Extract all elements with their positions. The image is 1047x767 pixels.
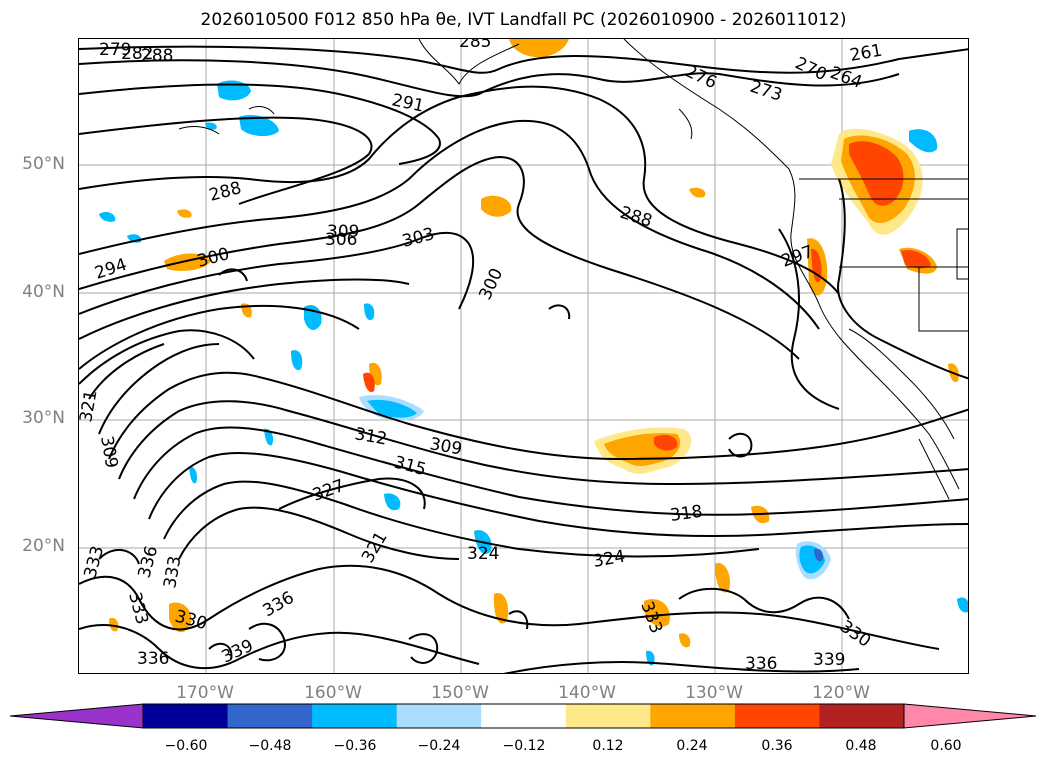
lon-label-150w: 150°W — [431, 683, 489, 703]
lat-label-50n: 50°N — [22, 154, 65, 174]
contour-label: 303 — [400, 224, 437, 252]
colorbar-segment — [312, 704, 398, 728]
lat-label-20n: 20°N — [22, 536, 65, 556]
coastlines — [178, 39, 968, 500]
contour-label: 300 — [195, 244, 232, 272]
lat-label-30n: 30°N — [22, 408, 65, 428]
contour-label: 288 — [207, 178, 244, 206]
colorbar-tick: 0.48 — [845, 738, 877, 754]
colorbar-segment — [227, 704, 313, 728]
colorbar-extend-high — [903, 703, 1037, 729]
contour-labels: 279 282 288 285 291 276 273 270 264 261 … — [79, 39, 884, 674]
colorbar-tick: −0.36 — [333, 738, 377, 754]
colorbar-tick: −0.12 — [502, 738, 546, 754]
colorbar-segment — [481, 704, 567, 728]
lon-label-130w: 130°W — [685, 683, 743, 703]
colorbar-segment — [734, 704, 820, 728]
lon-label-140w: 140°W — [558, 683, 616, 703]
colorbar-tick: 0.60 — [930, 738, 962, 754]
contour-label: 288 — [141, 46, 173, 66]
colorbar-segment — [143, 704, 229, 728]
colorbar-segment — [650, 704, 736, 728]
colorbar-tick: −0.60 — [164, 738, 208, 754]
contour-label: 315 — [392, 453, 429, 481]
contour-label: 336 — [135, 544, 163, 581]
map-panel: 279 282 288 285 291 276 273 270 264 261 … — [78, 38, 969, 674]
colorbar-segment — [396, 704, 482, 728]
contour-label: 282 — [121, 44, 153, 64]
colorbar-outline — [142, 703, 905, 729]
contour-label: 273 — [747, 77, 784, 106]
contour-label: 306 — [325, 230, 357, 250]
colorbar-segments — [10, 703, 1037, 729]
contour-label: 333 — [160, 554, 185, 589]
gridlines — [79, 39, 968, 673]
colorbar-segment — [565, 704, 651, 728]
contour-label: 339 — [813, 650, 845, 670]
contour-label: 300 — [475, 265, 507, 303]
contour-label: 333 — [124, 590, 152, 627]
contour-label: 318 — [669, 502, 704, 526]
contour-label: 279 — [99, 40, 131, 60]
contour-label: 336 — [137, 649, 169, 669]
ivt-pc-fill-patches — [99, 39, 968, 666]
colorbar-extend-low — [10, 703, 144, 729]
map-title: 2026010500 F012 850 hPa θe, IVT Landfall… — [200, 10, 847, 30]
colorbar-tick: 0.12 — [592, 738, 624, 754]
contour-label: 309 — [428, 434, 463, 459]
contour-label: 336 — [260, 588, 298, 622]
colorbar-tick: 0.24 — [676, 738, 708, 754]
contour-label: 309 — [96, 434, 121, 469]
lon-label-160w: 160°W — [304, 683, 362, 703]
theta-e-contours — [79, 45, 968, 673]
contour-label: 321 — [79, 388, 102, 423]
contour-label: 312 — [353, 424, 388, 449]
contour-label: 339 — [219, 636, 257, 668]
contour-label: 333 — [81, 544, 109, 581]
contour-label: 309 — [327, 222, 359, 242]
contour-label: 291 — [390, 90, 426, 116]
contour-label: 270 — [792, 53, 830, 85]
lon-label-120w: 120°W — [812, 683, 870, 703]
contour-label: 324 — [467, 544, 499, 564]
colorbar-tick: −0.48 — [248, 738, 292, 754]
colorbar-tick: 0.36 — [761, 738, 793, 754]
colorbar — [10, 703, 1037, 729]
map-canvas: 279 282 288 285 291 276 273 270 264 261 … — [79, 39, 968, 674]
lon-label-170w: 170°W — [176, 683, 234, 703]
contour-label: 336 — [745, 654, 777, 674]
contour-label: 294 — [92, 255, 129, 284]
contour-label: 261 — [848, 41, 883, 66]
contour-label: 327 — [310, 476, 347, 506]
colorbar-tick: −0.24 — [417, 738, 461, 754]
contour-label: 324 — [591, 547, 626, 572]
colorbar-segment — [819, 704, 905, 728]
lat-label-40n: 40°N — [22, 282, 65, 302]
contour-label: 285 — [459, 39, 491, 52]
contour-label: 288 — [617, 203, 654, 232]
